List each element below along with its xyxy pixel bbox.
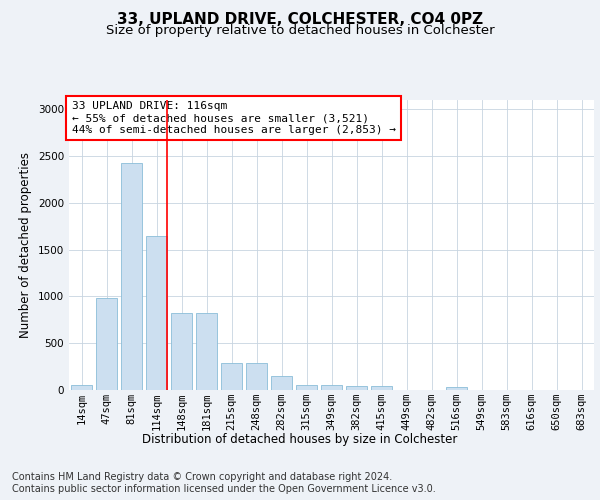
Bar [371, 386, 392, 390]
Text: Distribution of detached houses by size in Colchester: Distribution of detached houses by size … [142, 432, 458, 446]
Bar [121, 162, 142, 390]
Y-axis label: Number of detached properties: Number of detached properties [19, 152, 32, 338]
Bar [446, 386, 467, 390]
Bar [296, 385, 317, 390]
Bar [271, 376, 292, 390]
Bar [71, 385, 92, 390]
Text: Size of property relative to detached houses in Colchester: Size of property relative to detached ho… [106, 24, 494, 37]
Text: 33, UPLAND DRIVE, COLCHESTER, CO4 0PZ: 33, UPLAND DRIVE, COLCHESTER, CO4 0PZ [117, 12, 483, 28]
Bar [171, 314, 192, 390]
Bar [196, 314, 217, 390]
Bar [246, 363, 267, 390]
Text: Contains public sector information licensed under the Open Government Licence v3: Contains public sector information licen… [12, 484, 436, 494]
Bar [321, 385, 342, 390]
Text: 33 UPLAND DRIVE: 116sqm
← 55% of detached houses are smaller (3,521)
44% of semi: 33 UPLAND DRIVE: 116sqm ← 55% of detache… [71, 102, 395, 134]
Bar [146, 236, 167, 390]
Bar [221, 363, 242, 390]
Bar [96, 298, 117, 390]
Text: Contains HM Land Registry data © Crown copyright and database right 2024.: Contains HM Land Registry data © Crown c… [12, 472, 392, 482]
Bar [346, 386, 367, 390]
